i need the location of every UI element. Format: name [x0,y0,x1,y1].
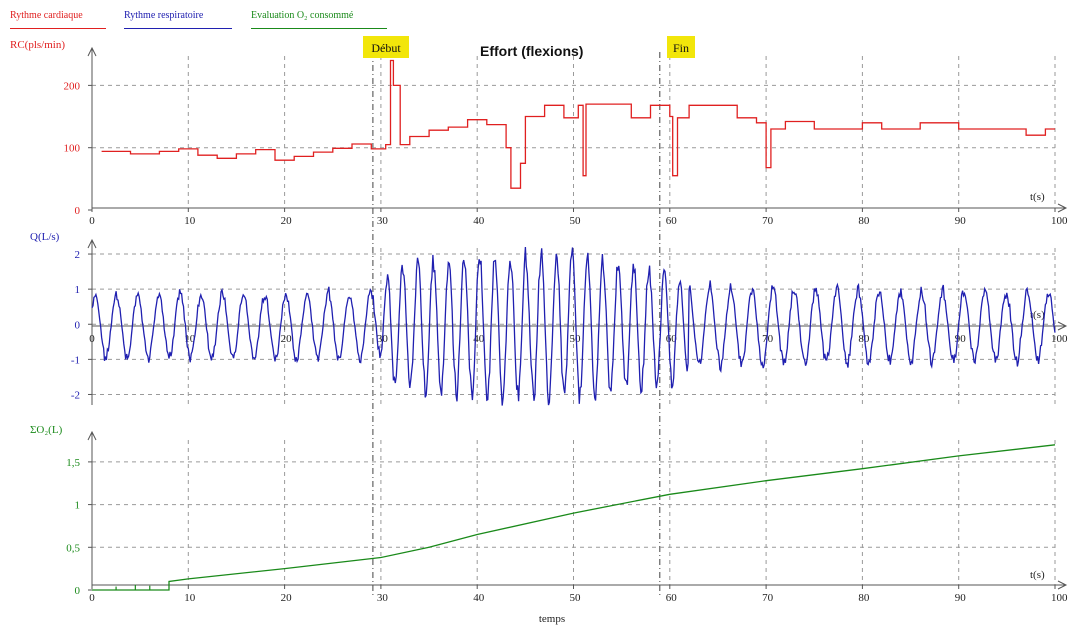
ytick-label-2-2: 1 [75,500,81,512]
y-axis-arrow-1 [87,238,97,249]
series-resp [91,246,1056,406]
ytick-label-0-2: 200 [64,80,81,92]
xtick-label-0-6: 60 [666,215,678,227]
marker-bg-1 [667,36,695,58]
xtick-label-2-2: 20 [281,592,293,604]
series-oxygen [92,444,1056,591]
ytick-label-1-1: -1 [71,354,80,366]
legend-label-0: Rythme cardiaque [10,10,83,21]
xtick-label-2-8: 80 [858,592,870,604]
xtick-label-0-2: 20 [281,215,293,227]
y-axis-arrow-2 [87,430,97,441]
marker-label-0: Début [371,41,401,55]
xtick-label-2-3: 30 [377,592,389,604]
xtick-label-1-2: 20 [281,333,293,345]
marker-label-1: Fin [673,41,689,55]
ylabel-2: ΣO₂(L) [30,424,63,436]
ytick-label-1-4: 2 [75,249,81,261]
xtick-label-0-1: 10 [184,215,196,227]
ytick-label-0-0: 0 [75,205,81,217]
xtick-label-2-5: 50 [570,592,582,604]
legend-line-1 [124,28,232,29]
ytick-label-2-1: 0,5 [66,542,80,554]
xtick-label-2-4: 40 [473,592,485,604]
ytick-label-1-2: 0 [75,319,81,331]
xlabel-0: t(s) [1030,191,1045,203]
xtick-label-0-9: 90 [955,215,967,227]
legend-line-0 [10,28,106,29]
y-axis-arrow-0 [87,46,97,57]
legend-line-2 [251,28,387,29]
xtick-label-2-6: 60 [666,592,678,604]
ytick-label-2-0: 0 [75,585,81,597]
xtick-label-2-10: 100 [1051,592,1068,604]
xtick-label-1-0: 0 [89,333,95,345]
xtick-label-2-0: 0 [89,592,95,604]
x-axis-arrow-2 [1057,580,1068,590]
ytick-label-0-1: 100 [64,143,81,155]
ytick-label-1-3: 1 [75,284,81,296]
xtick-label-0-0: 0 [89,215,95,227]
x-axis-arrow-0 [1057,203,1068,213]
xtick-label-1-4: 40 [473,333,485,345]
xlabel-1: t(s) [1030,309,1045,321]
xtick-label-2-7: 70 [762,592,774,604]
ytick-label-2-3: 1,5 [66,457,80,469]
xtick-label-0-5: 50 [570,215,582,227]
xtick-label-0-8: 80 [858,215,870,227]
xtick-label-0-7: 70 [762,215,774,227]
legend-label-2: Evaluation O₂ consommé [251,10,354,21]
xtick-label-1-10: 100 [1051,333,1068,345]
xtick-label-1-1: 10 [184,333,196,345]
ylabel-1: Q(L/s) [30,231,60,243]
xlabel-bottom: temps [539,613,565,625]
legend-label-1: Rythme respiratoire [124,10,204,21]
xtick-label-1-6: 60 [666,333,678,345]
ytick-label-1-0: -2 [71,389,80,401]
xlabel-2: t(s) [1030,569,1045,581]
series-heart [101,59,1055,189]
xtick-label-1-5: 50 [570,333,582,345]
x-axis-arrow-1 [1057,321,1068,331]
marker-bg-0 [363,36,409,58]
xtick-label-2-9: 90 [955,592,967,604]
xtick-label-0-3: 30 [377,215,389,227]
xtick-label-0-10: 100 [1051,215,1068,227]
ylabel-0: RC(pls/min) [10,39,65,51]
xtick-label-0-4: 40 [473,215,485,227]
xtick-label-1-9: 90 [955,333,967,345]
chart-title: Effort (flexions) [480,43,583,59]
xtick-label-1-7: 70 [762,333,774,345]
xtick-label-2-1: 10 [184,592,196,604]
